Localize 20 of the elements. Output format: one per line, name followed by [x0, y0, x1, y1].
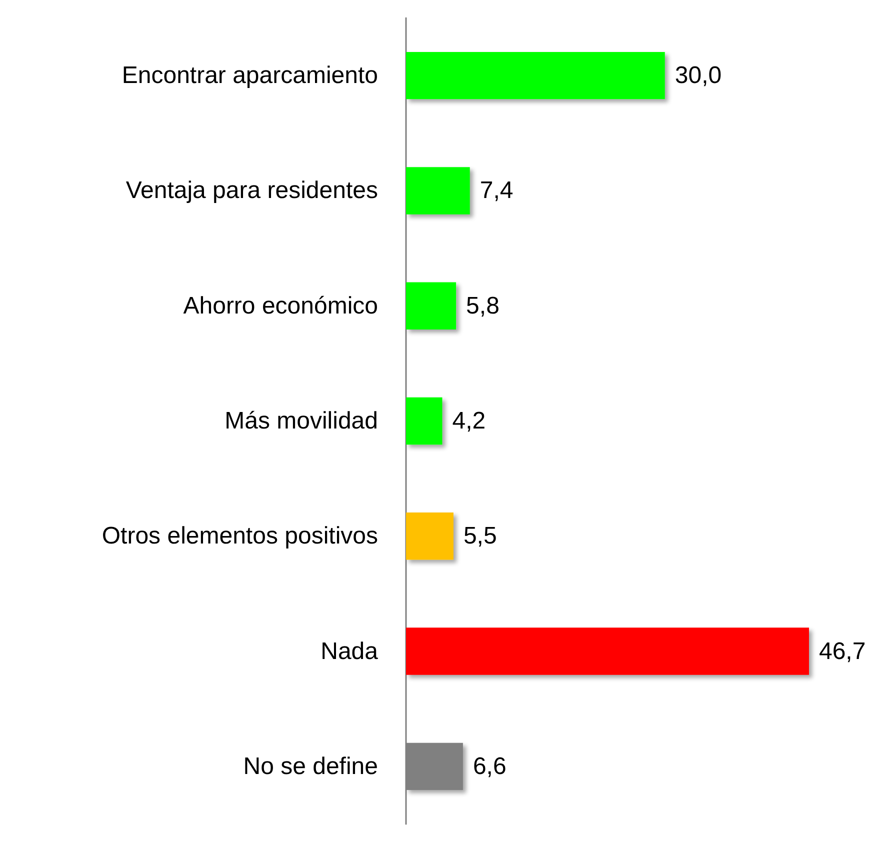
bar — [406, 628, 809, 675]
data-label: 7,4 — [480, 177, 514, 204]
bar — [406, 397, 442, 445]
data-label: 5,8 — [466, 292, 500, 320]
y-tick-label: Ahorro económico — [183, 292, 378, 320]
data-label: 46,7 — [818, 638, 866, 665]
bar — [406, 512, 454, 560]
y-tick-label: No se define — [243, 752, 378, 780]
data-label: 6,6 — [472, 752, 506, 780]
data-label: 5,5 — [463, 522, 497, 550]
bar — [406, 167, 470, 214]
data-label: 4,2 — [452, 408, 486, 434]
y-tick-label: Nada — [320, 638, 379, 665]
y-tick-label: Otros elementos positivos — [102, 522, 378, 550]
data-label: 30,0 — [674, 62, 722, 90]
y-tick-label: Ventaja para residentes — [126, 177, 378, 204]
bar — [406, 52, 665, 100]
y-tick-label: Encontrar aparcamiento — [122, 62, 378, 90]
y-tick-label: Más movilidad — [224, 408, 378, 434]
bar — [406, 282, 456, 330]
